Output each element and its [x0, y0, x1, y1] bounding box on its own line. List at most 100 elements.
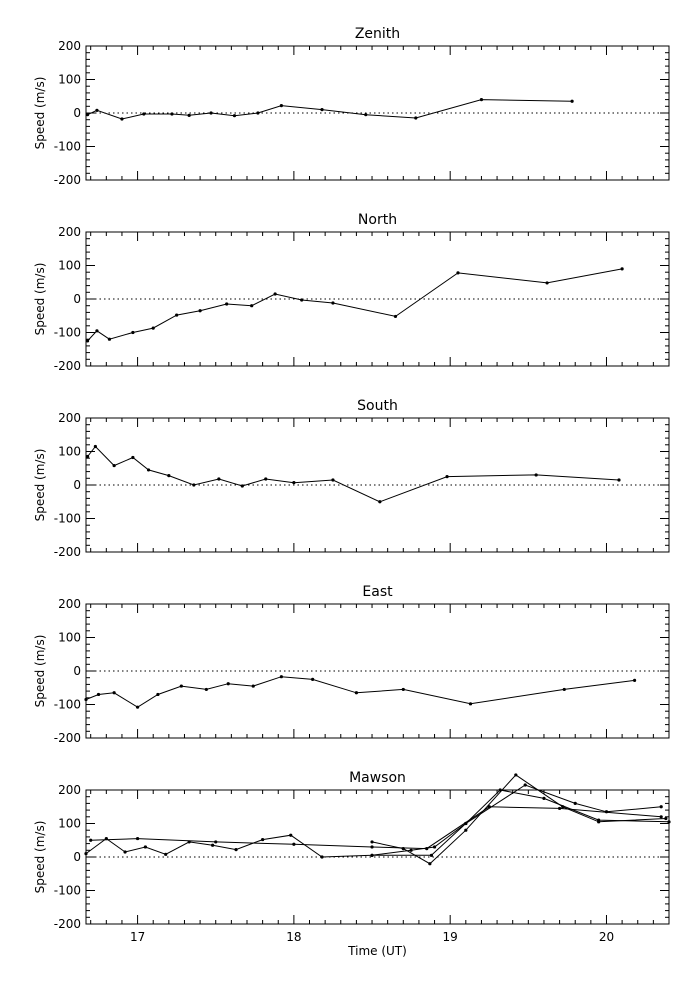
- south-ytick-label: 100: [58, 445, 81, 459]
- south-ytick-label: 0: [73, 478, 81, 492]
- east-series-0-point: [401, 687, 405, 692]
- south-series-0-point: [445, 475, 449, 479]
- mawson-series-2-point: [664, 816, 668, 821]
- north-series-0-point: [107, 337, 112, 341]
- mawson-ytick-label: 200: [58, 783, 81, 797]
- north-series-0-point: [545, 281, 549, 285]
- north-series-0-point: [273, 292, 277, 296]
- east-ytick-label: -200: [54, 731, 81, 745]
- zenith-ytick-label: 100: [58, 73, 81, 87]
- zenith-ytick-label: -100: [54, 140, 81, 154]
- mawson-title: Mawson: [349, 770, 406, 786]
- south-series-0-point: [217, 477, 221, 481]
- mawson-xtick-label: 20: [599, 930, 614, 944]
- mawson-xlabel: Time (UT): [347, 944, 407, 958]
- north-series-0-point: [331, 301, 335, 305]
- mawson-series-1-point: [135, 836, 140, 841]
- south-series-0-point: [617, 478, 621, 482]
- mawson-series-1-point: [370, 845, 374, 849]
- zenith-series-0-point: [142, 112, 146, 116]
- north-series-0-point: [131, 330, 135, 335]
- mawson-series-0-point: [667, 820, 671, 824]
- south-title: South: [357, 398, 398, 414]
- mawson-series-3-point: [523, 783, 527, 787]
- north-ytick-label: -100: [54, 326, 81, 340]
- north-series-0-point: [198, 309, 202, 313]
- north-series-0-point: [225, 302, 229, 306]
- south-series-0-point: [192, 483, 196, 487]
- south-ylabel: Speed (m/s): [33, 449, 47, 522]
- zenith-ytick-label: 200: [58, 39, 81, 53]
- north-title: North: [358, 212, 397, 228]
- south-series-0-line: [87, 445, 620, 503]
- north-series-0-point: [620, 267, 624, 271]
- south-ytick-label: 200: [58, 411, 81, 425]
- zenith-series-0-point: [187, 113, 191, 117]
- mawson-series-2-point: [464, 828, 468, 832]
- mawson-series-0-point: [320, 855, 324, 859]
- mawson-ylabel: Speed (m/s): [33, 821, 47, 894]
- south-series-0-point: [131, 455, 135, 460]
- mawson-series-0-point: [211, 843, 215, 847]
- mawson-ytick-label: -200: [54, 917, 81, 931]
- south-series-0-point: [146, 468, 151, 472]
- south-ytick-label: -200: [54, 545, 81, 559]
- mawson-series-3-point: [604, 810, 609, 814]
- north-ytick-label: 200: [58, 225, 81, 239]
- north-series-0-point: [250, 304, 254, 308]
- north-series-0-point: [393, 314, 398, 319]
- zenith-series-0-point: [320, 108, 324, 112]
- east-series-0-point: [156, 692, 160, 697]
- north-series-0-point: [85, 339, 90, 343]
- south-series-0-point: [240, 484, 244, 488]
- south-series-0-point: [112, 463, 116, 468]
- mawson-xtick-label: 17: [130, 930, 145, 944]
- mawson-series-3-point: [429, 853, 434, 857]
- mawson-series-3-point: [370, 853, 374, 857]
- east-series-0-point: [468, 702, 473, 706]
- zenith-ytick-label: -200: [54, 173, 81, 187]
- zenith-series-0-point: [256, 111, 260, 115]
- north-series-0-point: [456, 271, 460, 275]
- mawson-series-2-point: [370, 840, 374, 844]
- mawson-series-2-point: [401, 847, 405, 851]
- south-series-0-point: [93, 444, 97, 449]
- mawson-series-0-point: [123, 850, 127, 854]
- mawson-series-2-point: [597, 820, 601, 824]
- east-title: East: [362, 584, 393, 600]
- east-series-0-point: [112, 691, 116, 695]
- east-series-0-point: [633, 678, 637, 682]
- east-series-0-point: [84, 697, 88, 702]
- mawson-series-1-point: [659, 815, 663, 819]
- mawson-xtick-label: 18: [286, 930, 301, 944]
- south-series-0-point: [378, 500, 382, 504]
- zenith-series-0-point: [170, 112, 174, 116]
- south-series-0-point: [534, 473, 538, 477]
- north-ytick-label: -200: [54, 359, 81, 373]
- east-series-0-point: [562, 687, 566, 692]
- mawson-ytick-label: -100: [54, 884, 81, 898]
- mawson-series-1-point: [557, 806, 562, 811]
- east-series-0-point: [311, 677, 315, 681]
- south-ytick-label: -100: [54, 512, 81, 526]
- zenith-series-0-point: [120, 117, 124, 121]
- south-series-0-point: [331, 478, 335, 482]
- mawson-series-2-point: [561, 805, 565, 809]
- mawson-series-0-point: [432, 845, 437, 849]
- east-ytick-label: -100: [54, 698, 81, 712]
- east-series-0-point: [179, 684, 183, 688]
- north-series-0-point: [95, 329, 99, 333]
- mawson-series-0-point: [409, 848, 413, 852]
- north-series-0-point: [175, 313, 179, 317]
- zenith-series-0-point: [232, 114, 237, 118]
- mawson-series-3-point: [464, 821, 468, 826]
- south-series-0-point: [264, 477, 268, 481]
- east-ytick-label: 100: [58, 631, 81, 645]
- zenith-series-0-point: [279, 104, 283, 108]
- mawson-series-0-point: [289, 833, 293, 837]
- zenith-series-0-line: [87, 99, 573, 120]
- mawson-series-3-point: [573, 801, 577, 806]
- north-ylabel: Speed (m/s): [33, 263, 47, 336]
- north-series-0-point: [300, 298, 304, 302]
